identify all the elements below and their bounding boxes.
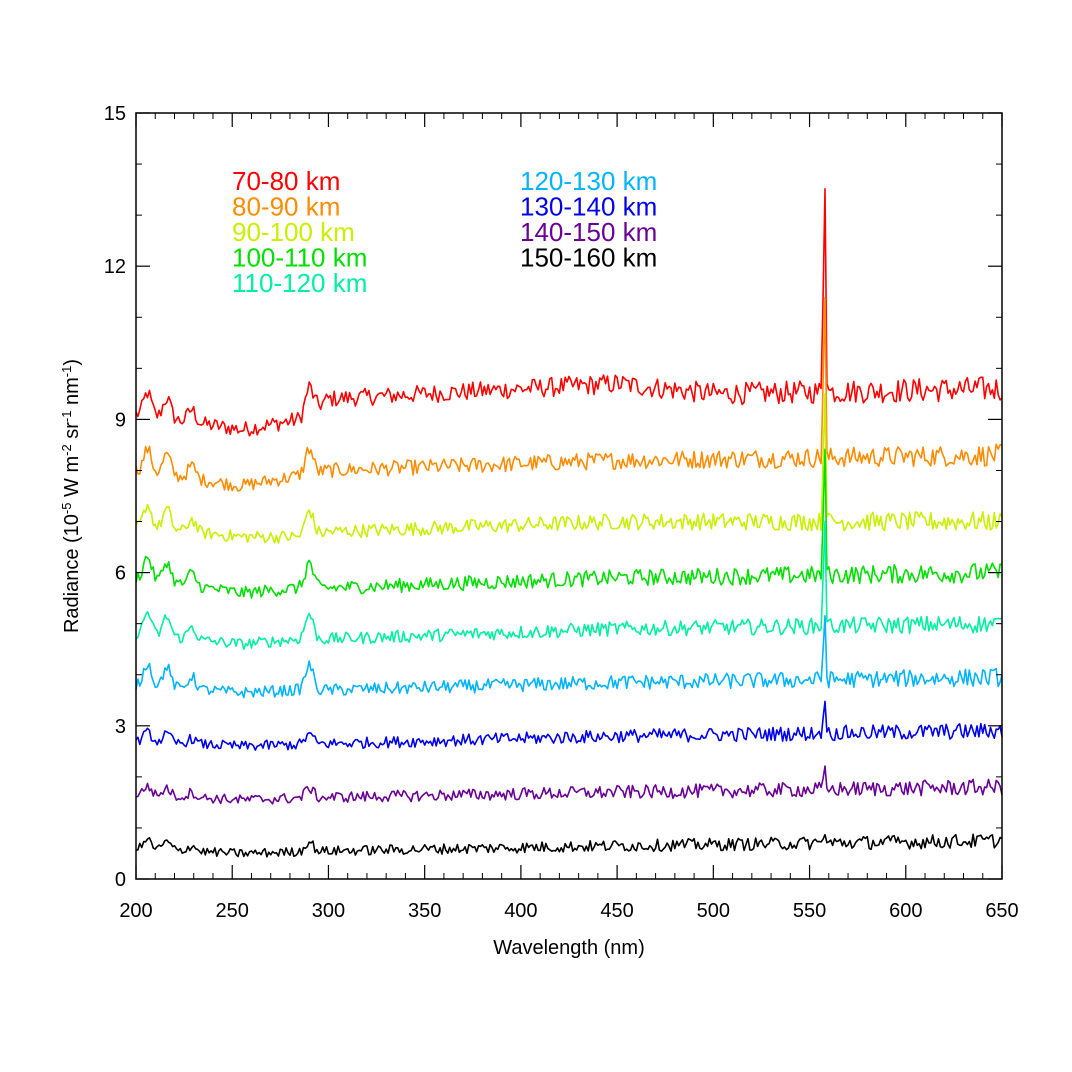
series-line-80-90-km — [135, 296, 1003, 492]
y-tick-label: 6 — [115, 563, 126, 585]
y-axis-title: Radiance (10-5 W m-2 sr-1 nm-1) — [59, 359, 84, 633]
x-tick-label: 400 — [504, 900, 537, 922]
y-title-superscript: -1 — [59, 366, 74, 378]
x-tick-label: 450 — [600, 900, 633, 922]
x-tick-label: 250 — [216, 900, 249, 922]
legend-label-80-90-km: 80-90 km — [232, 192, 340, 222]
legend-label-70-80-km: 70-80 km — [232, 166, 340, 196]
series-line-150-160-km — [136, 833, 1003, 858]
y-title-superscript: -1 — [59, 411, 74, 423]
series-line-110-120-km — [135, 520, 1003, 651]
series-layer — [135, 188, 1003, 858]
x-tick-label: 500 — [697, 900, 730, 922]
y-title-superscript: -5 — [59, 503, 74, 515]
y-tick-label: 9 — [115, 409, 126, 431]
y-tick-label: 15 — [104, 103, 126, 125]
series-line-140-150-km — [135, 765, 1003, 805]
legend-label-110-120-km: 110-120 km — [232, 268, 367, 298]
legend-label-100-110-km: 100-110 km — [232, 243, 367, 273]
y-title-text: Radiance (10 — [61, 514, 83, 633]
series-line-90-100-km — [135, 392, 1003, 544]
axis-ticks: 200 250 300 350 400 450 500 550 600 650 0 3 6 9 12 15 — [104, 103, 1019, 922]
legend-label-150-160-km: 150-160 km — [520, 243, 657, 273]
x-axis-title: Wavelength (nm) — [493, 937, 645, 959]
y-title-text: sr — [61, 422, 83, 445]
y-tick-label: 3 — [115, 716, 126, 738]
series-line-130-140-km — [135, 700, 1003, 751]
y-title-text: nm — [61, 377, 83, 410]
plot-frame — [135, 112, 1003, 880]
series-line-100-110-km — [135, 448, 1003, 599]
plot-border — [135, 112, 1003, 880]
legend-label-120-130-km: 120-130 km — [520, 166, 657, 196]
y-tick-label: 12 — [104, 256, 126, 278]
x-tick-label: 650 — [985, 900, 1018, 922]
x-tick-label: 200 — [119, 900, 152, 922]
x-tick-label: 600 — [889, 900, 922, 922]
y-title-text: W m — [61, 456, 83, 503]
legend-label-130-140-km: 130-140 km — [520, 192, 657, 222]
x-tick-label: 300 — [312, 900, 345, 922]
series-line-70-80-km — [135, 188, 1003, 437]
x-tick-label: 550 — [793, 900, 826, 922]
legend-label-140-150-km: 140-150 km — [520, 217, 657, 247]
y-tick-label: 0 — [115, 869, 126, 891]
series-line-120-130-km — [135, 614, 1003, 699]
x-tick-label: 350 — [408, 900, 441, 922]
y-title-text: ) — [61, 359, 83, 366]
legend-label-90-100-km: 90-100 km — [232, 217, 355, 247]
y-title-superscript: -2 — [59, 444, 74, 456]
